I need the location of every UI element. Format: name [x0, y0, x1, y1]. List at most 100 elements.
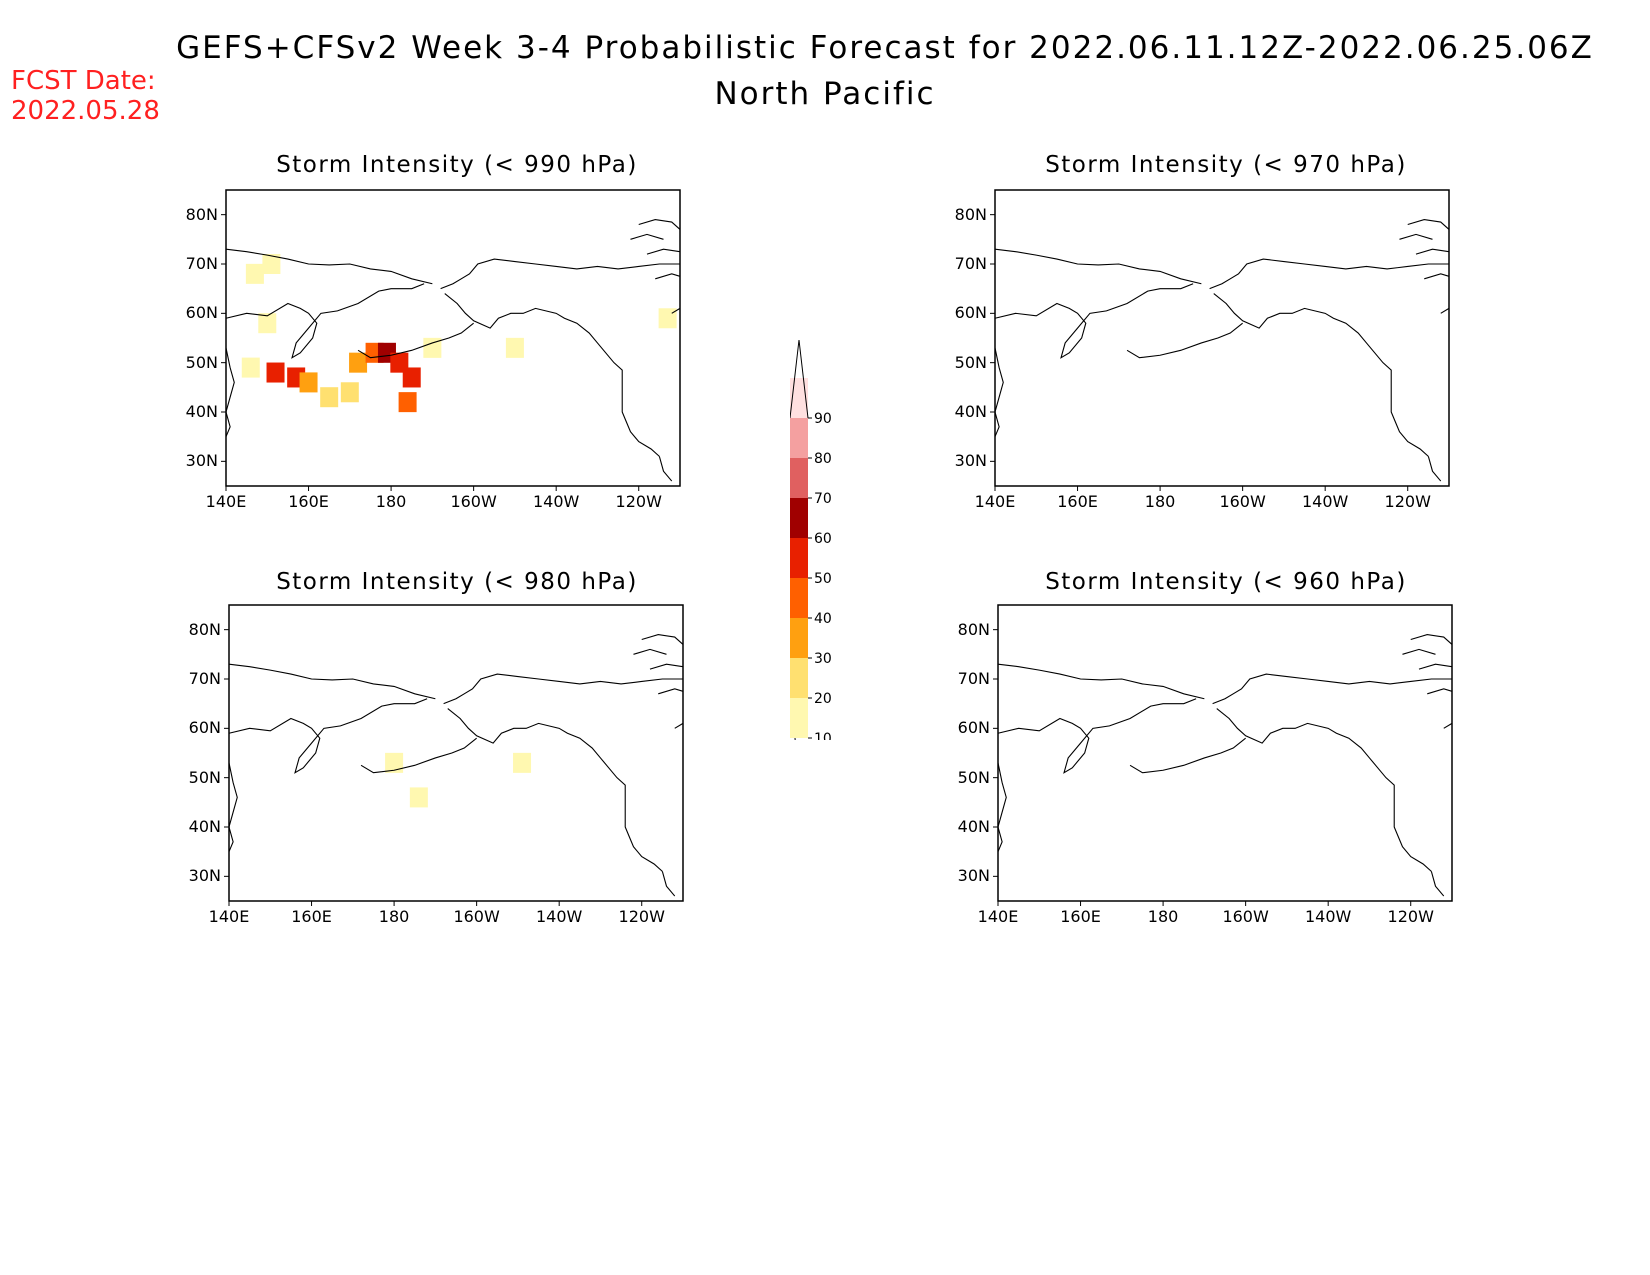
- colorbar-label: 70: [814, 491, 832, 507]
- probability-cell: [320, 387, 339, 408]
- lon-tick-label: 160W: [1219, 492, 1266, 511]
- probability-cell: [658, 308, 677, 329]
- coastline: [443, 673, 683, 705]
- lon-tick-label: 140E: [208, 907, 250, 926]
- coastline: [674, 722, 684, 729]
- coastline: [633, 648, 667, 655]
- colorbar-swatch: [790, 658, 808, 698]
- map-frame: [228, 604, 684, 902]
- coastline: [225, 283, 425, 359]
- coastline: [994, 248, 1202, 285]
- map-svg: [993, 604, 1453, 906]
- coastline: [641, 634, 684, 645]
- colorbar-swatch: [790, 418, 808, 458]
- probability-cell: [398, 392, 417, 413]
- lon-tick-label: 120W: [1387, 907, 1434, 926]
- probability-cell: [245, 263, 264, 284]
- coastline: [447, 708, 663, 872]
- coastline: [1126, 322, 1243, 359]
- lat-tick-label: 50N: [188, 767, 221, 787]
- coastline: [661, 871, 676, 897]
- lat-tick-label: 60N: [188, 718, 221, 738]
- lon-tick-label: 140W: [1301, 492, 1349, 511]
- probability-cell: [409, 787, 428, 808]
- lat-tick-label: 80N: [188, 619, 221, 639]
- panel-title-960: Storm Intensity (< 960 hPa): [1045, 569, 1407, 595]
- map-frame: [225, 189, 681, 487]
- colorbar-swatch: [790, 538, 808, 578]
- coastline: [671, 307, 681, 314]
- coastline: [997, 698, 1197, 774]
- lon-tick-label: 180: [375, 492, 407, 511]
- coastline: [1212, 673, 1452, 705]
- colorbar-swatch: [790, 458, 808, 498]
- coastline: [658, 688, 684, 695]
- coastline: [360, 737, 477, 774]
- fcst-date-value: 2022.05.28: [11, 96, 160, 126]
- lon-tick-label: 160W: [453, 907, 500, 926]
- lat-tick-label: 40N: [954, 402, 987, 421]
- coastline: [994, 283, 1194, 359]
- map-svg: [224, 604, 684, 906]
- lon-tick-label: 160W: [450, 492, 497, 511]
- lon-tick-label: 120W: [1384, 492, 1431, 511]
- probability-cell: [241, 357, 260, 378]
- lon-tick-label: 160E: [288, 492, 329, 511]
- probability-cell: [299, 372, 318, 393]
- region-subtitle: North Pacific: [714, 76, 936, 112]
- map-panel-980: 80N 70N 60N 50N 40N 30N 140E 160E 180 160W 140W 120…: [189, 604, 687, 926]
- coastline: [1410, 634, 1453, 645]
- lon-tick-label: 120W: [615, 492, 662, 511]
- coastline: [649, 663, 684, 670]
- coastline: [638, 219, 681, 230]
- map-frame: [994, 189, 1450, 487]
- coastline: [630, 233, 664, 240]
- coastline: [1443, 722, 1453, 729]
- lat-tick-label: 40N: [188, 817, 221, 836]
- colorbar-label: 60: [814, 531, 832, 547]
- coastline: [1129, 737, 1246, 774]
- fcst-date-label: FCST Date:: [11, 66, 156, 96]
- coastline: [1399, 233, 1433, 240]
- coastline: [655, 273, 681, 280]
- lon-tick-label: 160E: [1057, 492, 1098, 511]
- map-svg: [990, 189, 1450, 491]
- coastline: [1415, 248, 1450, 255]
- map-svg: [221, 189, 681, 491]
- colorbar-label: 90: [814, 411, 832, 427]
- colorbar-swatch: [790, 378, 808, 418]
- map-panel-960: 80N 70N 60N 50N 40N 30N 140E 160E 180 160W 140W 120…: [958, 604, 1456, 926]
- colorbar-label: 20: [814, 691, 832, 707]
- coastline: [1209, 258, 1449, 290]
- lon-tick-label: 140E: [205, 492, 247, 511]
- lon-tick-label: 140W: [535, 907, 583, 926]
- coastline: [1402, 648, 1436, 655]
- coastline: [1407, 219, 1450, 230]
- colorbar-swatch: [790, 578, 808, 618]
- lat-tick-label: 30N: [185, 451, 218, 471]
- probability-cell: [262, 254, 281, 274]
- probability-cell: [423, 337, 442, 358]
- coastline: [357, 322, 474, 359]
- coastline: [228, 762, 238, 852]
- lat-tick-label: 60N: [954, 303, 987, 323]
- probability-cell: [402, 367, 421, 388]
- probability-cell: [349, 352, 368, 373]
- colorbar-top-cap: [789, 339, 809, 419]
- coastline: [225, 248, 433, 285]
- coastline: [228, 698, 428, 774]
- colorbar-bottom-tail: [794, 737, 802, 779]
- lat-tick-label: 40N: [185, 402, 218, 421]
- map-panel-990: 80N 70N 60N 50N 40N 30N 140E 160E 180 160W 140W 120…: [186, 189, 684, 511]
- lon-tick-label: 180: [378, 907, 410, 926]
- probability-cell: [340, 382, 359, 403]
- probability-cell: [385, 752, 404, 773]
- map-panel-970: 80N 70N 60N 50N 40N 30N 140E 160E 180 160W 140W 120…: [955, 189, 1453, 511]
- coastline: [440, 258, 680, 290]
- coastline: [997, 762, 1007, 852]
- coastline: [1424, 273, 1450, 280]
- coastline: [1418, 663, 1453, 670]
- lat-tick-label: 60N: [957, 718, 990, 738]
- lat-tick-label: 50N: [954, 352, 987, 372]
- panel-title-980: Storm Intensity (< 980 hPa): [276, 569, 638, 595]
